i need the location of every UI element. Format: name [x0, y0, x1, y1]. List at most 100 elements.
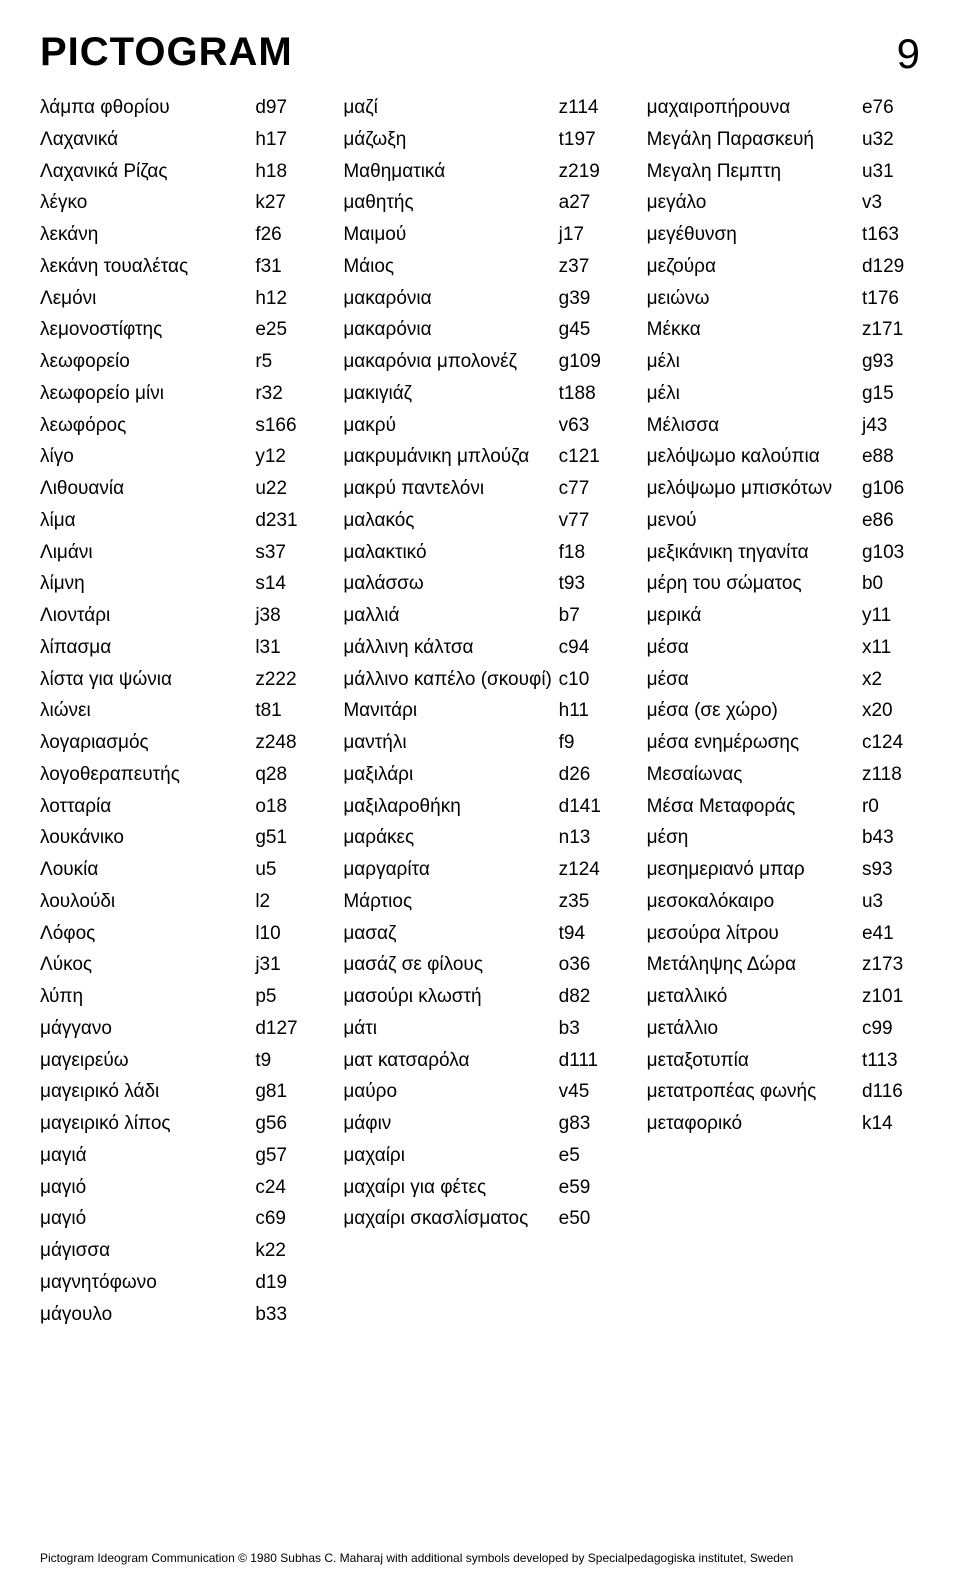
- index-term: λίστα για ψώνια: [40, 668, 255, 692]
- index-term: μελόψωμο μπισκότων: [647, 477, 862, 501]
- index-code: d82: [559, 985, 617, 1009]
- index-row: μάγουλοb33: [40, 1303, 313, 1327]
- index-row: λίμαd231: [40, 509, 313, 533]
- index-code: r32: [255, 382, 313, 406]
- index-row: μελόψωμο καλούπιαe88: [647, 445, 920, 469]
- index-term: μετάλλιο: [647, 1017, 862, 1041]
- index-term: μεταξοτυπία: [647, 1049, 862, 1073]
- index-row: λογαριασμόςz248: [40, 731, 313, 755]
- index-code: f26: [255, 223, 313, 247]
- index-code: d111: [559, 1049, 617, 1073]
- index-term: λουλούδι: [40, 890, 255, 914]
- index-row: μαχαίρι για φέτεςe59: [343, 1176, 616, 1200]
- index-code: p5: [255, 985, 313, 1009]
- index-row: λεκάνη τουαλέταςf31: [40, 255, 313, 279]
- index-term: μαργαρίτα: [343, 858, 558, 882]
- index-row: Λόφοςl10: [40, 922, 313, 946]
- index-row: μαγιάg57: [40, 1144, 313, 1168]
- index-row: μεξικάνικη τηγανίταg103: [647, 541, 920, 565]
- index-code: k27: [255, 191, 313, 215]
- index-term: λογαριασμός: [40, 731, 255, 755]
- index-term: μεγέθυνση: [647, 223, 862, 247]
- index-row: Λιμάνιs37: [40, 541, 313, 565]
- index-code: v63: [559, 414, 617, 438]
- index-term: μαξιλάρι: [343, 763, 558, 787]
- index-row: Λεμόνιh12: [40, 287, 313, 311]
- index-term: ματ κατσαρόλα: [343, 1049, 558, 1073]
- index-row: μειώνωt176: [647, 287, 920, 311]
- index-row: μέσα (σε χώρο)x20: [647, 699, 920, 723]
- index-term: μακαρόνια: [343, 287, 558, 311]
- index-term: μακαρόνια: [343, 318, 558, 342]
- index-row: Μέλισσαj43: [647, 414, 920, 438]
- index-term: Μαιμού: [343, 223, 558, 247]
- index-term: Μανιτάρι: [343, 699, 558, 723]
- index-code: l31: [255, 636, 313, 660]
- index-row: μάτιb3: [343, 1017, 616, 1041]
- index-code: u32: [862, 128, 920, 152]
- index-code: z101: [862, 985, 920, 1009]
- index-code: t9: [255, 1049, 313, 1073]
- index-term: μέσα: [647, 668, 862, 692]
- index-code: o18: [255, 795, 313, 819]
- index-row: μαγιόc69: [40, 1207, 313, 1231]
- index-code: u3: [862, 890, 920, 914]
- index-code: t188: [559, 382, 617, 406]
- index-code: x11: [862, 636, 920, 660]
- index-code: d19: [255, 1271, 313, 1295]
- index-row: λάμπα φθορίουd97: [40, 96, 313, 120]
- index-row: μέλιg93: [647, 350, 920, 374]
- index-column: λάμπα φθορίουd97Λαχανικάh17Λαχανικά Ρίζα…: [40, 96, 313, 1326]
- index-term: μαύρο: [343, 1080, 558, 1104]
- index-code: g106: [862, 477, 920, 501]
- index-code: k14: [862, 1112, 920, 1136]
- index-term: λεωφόρος: [40, 414, 255, 438]
- index-row: μέρη του σώματοςb0: [647, 572, 920, 596]
- index-code: c94: [559, 636, 617, 660]
- index-code: h12: [255, 287, 313, 311]
- index-code: v45: [559, 1080, 617, 1104]
- index-term: μεσοκαλόκαιρο: [647, 890, 862, 914]
- index-term: μαγειρικό λάδι: [40, 1080, 255, 1104]
- index-term: μάγισσα: [40, 1239, 255, 1263]
- index-row: μαράκεςn13: [343, 826, 616, 850]
- index-row: μέσα ενημέρωσηςc124: [647, 731, 920, 755]
- index-row: Μέσα Μεταφοράςr0: [647, 795, 920, 819]
- index-term: λεκάνη τουαλέτας: [40, 255, 255, 279]
- index-term: μεταφορικό: [647, 1112, 862, 1136]
- index-code: g56: [255, 1112, 313, 1136]
- index-row: λογοθεραπευτήςq28: [40, 763, 313, 787]
- index-code: d26: [559, 763, 617, 787]
- index-row: μάγγανοd127: [40, 1017, 313, 1041]
- index-code: c99: [862, 1017, 920, 1041]
- index-row: μαγιόc24: [40, 1176, 313, 1200]
- index-row: Μανιτάριh11: [343, 699, 616, 723]
- index-row: Μετάληψης Δώραz173: [647, 953, 920, 977]
- index-row: λίστα για ψώνιαz222: [40, 668, 313, 692]
- index-code: e50: [559, 1207, 617, 1231]
- index-term: λίμνη: [40, 572, 255, 596]
- index-term: λεωφορείο μίνι: [40, 382, 255, 406]
- index-row: μάφινg83: [343, 1112, 616, 1136]
- index-row: Μέκκαz171: [647, 318, 920, 342]
- index-row: μακαρόνιαg45: [343, 318, 616, 342]
- index-row: μαχαιροπήρουναe76: [647, 96, 920, 120]
- index-term: μέση: [647, 826, 862, 850]
- index-code: e76: [862, 96, 920, 120]
- index-code: d127: [255, 1017, 313, 1041]
- index-code: e88: [862, 445, 920, 469]
- index-code: g103: [862, 541, 920, 565]
- index-row: λεμονοστίφτηςe25: [40, 318, 313, 342]
- index-code: f31: [255, 255, 313, 279]
- index-code: e41: [862, 922, 920, 946]
- index-term: Λιμάνι: [40, 541, 255, 565]
- index-code: x2: [862, 668, 920, 692]
- index-term: μαγιά: [40, 1144, 255, 1168]
- index-term: μαθητής: [343, 191, 558, 215]
- index-row: μάλλινη κάλτσαc94: [343, 636, 616, 660]
- index-row: μεσούρα λίτρουe41: [647, 922, 920, 946]
- index-term: μαγειρικό λίπος: [40, 1112, 255, 1136]
- index-code: t197: [559, 128, 617, 152]
- index-code: c24: [255, 1176, 313, 1200]
- index-term: μεσούρα λίτρου: [647, 922, 862, 946]
